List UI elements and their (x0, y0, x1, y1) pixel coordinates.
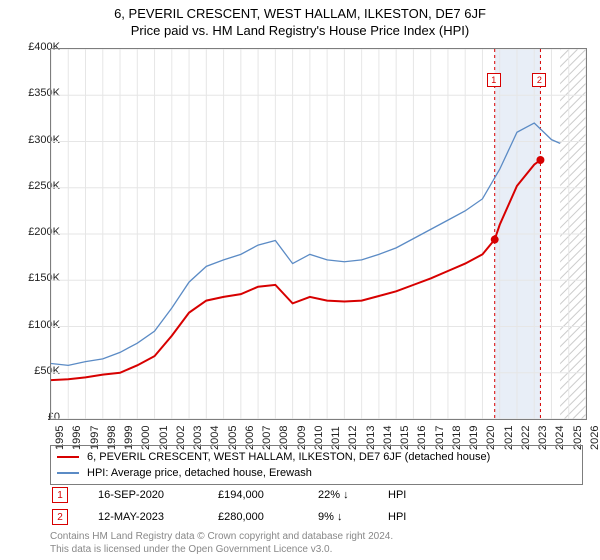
marker-badge: 1 (52, 487, 68, 503)
legend-swatch (57, 472, 79, 473)
footer-line: Contains HM Land Registry data © Crown c… (50, 530, 393, 543)
chart-plot-area (50, 48, 587, 420)
chart-container: 6, PEVERIL CRESCENT, WEST HALLAM, ILKEST… (0, 0, 600, 560)
marker-vs: HPI (388, 489, 406, 501)
marker-price: £280,000 (218, 511, 318, 523)
marker-row: 1 16-SEP-2020 £194,000 22% ↓ HPI (50, 484, 583, 506)
chart-title: 6, PEVERIL CRESCENT, WEST HALLAM, ILKEST… (0, 0, 600, 21)
legend-label: HPI: Average price, detached house, Erew… (87, 467, 312, 479)
footer-attribution: Contains HM Land Registry data © Crown c… (50, 530, 393, 556)
marker-date: 16-SEP-2020 (98, 489, 218, 501)
marker-price: £194,000 (218, 489, 318, 501)
x-axis-label: 2026 (589, 426, 600, 450)
marker-change: 9% ↓ (318, 511, 388, 523)
marker-date: 12-MAY-2023 (98, 511, 218, 523)
footer-line: This data is licensed under the Open Gov… (50, 543, 393, 556)
marker-vs: HPI (388, 511, 406, 523)
marker-change: 22% ↓ (318, 489, 388, 501)
legend-swatch (57, 456, 79, 458)
chart-svg (51, 49, 586, 419)
chart-subtitle: Price paid vs. HM Land Registry's House … (0, 21, 600, 38)
marker-badge: 2 (52, 509, 68, 525)
legend-item: HPI: Average price, detached house, Erew… (57, 465, 576, 481)
marker-row: 2 12-MAY-2023 £280,000 9% ↓ HPI (50, 506, 583, 528)
legend-item: 6, PEVERIL CRESCENT, WEST HALLAM, ILKEST… (57, 449, 576, 465)
legend-label: 6, PEVERIL CRESCENT, WEST HALLAM, ILKEST… (87, 451, 490, 463)
chart-marker-badge: 1 (487, 73, 501, 87)
legend: 6, PEVERIL CRESCENT, WEST HALLAM, ILKEST… (50, 445, 583, 485)
marker-table: 1 16-SEP-2020 £194,000 22% ↓ HPI 2 12-MA… (50, 484, 583, 528)
chart-marker-badge: 2 (532, 73, 546, 87)
